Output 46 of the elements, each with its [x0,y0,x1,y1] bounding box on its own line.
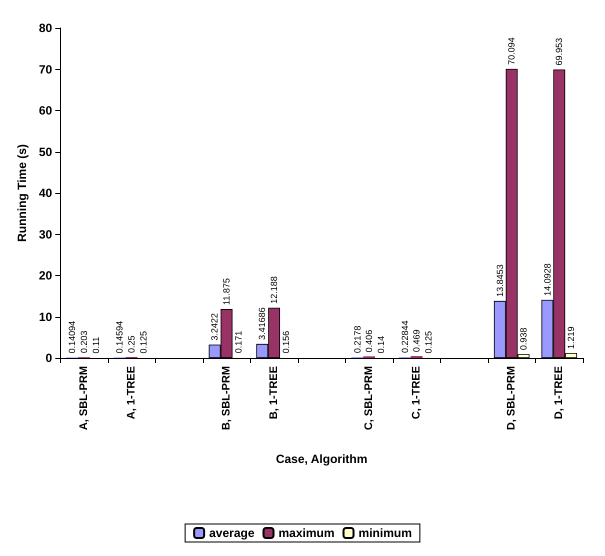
data-label: 0.406 [364,330,374,352]
x-tick-label: D, 1-TREE [553,366,566,420]
data-label: 0.22844 [400,320,410,354]
data-label: 0.171 [233,330,244,354]
data-label: 0.14094 [67,320,78,354]
legend-label: average [209,526,255,540]
data-label: 0.203 [79,330,90,354]
data-label: 12.188 [269,276,280,304]
y-tick-label: 60 [38,104,53,118]
data-label: 0.125 [424,330,434,354]
data-label: 0.14594 [114,320,125,354]
x-tick-label: B, 1-TREE [268,366,280,420]
data-label: 0.2178 [352,326,362,354]
data-label: 0.938 [518,328,529,350]
y-tick-label: 40 [38,186,53,200]
data-label: 3.41686 [257,307,268,340]
data-label: 0.14 [376,336,386,354]
x-tick-label: C, 1-TREE [410,366,423,420]
data-label: 14.0928 [542,263,552,296]
x-tick-label: B, SBL-PRM [220,366,233,430]
data-label: 0.25 [126,335,137,353]
y-tick-label: 80 [38,21,53,35]
data-label: 70.094 [506,37,517,65]
x-tick-label: D, SBL-PRM [506,366,518,430]
data-label: 1.219 [566,326,576,349]
y-tick-label: 30 [38,227,53,242]
y-tick-label: 0 [46,351,53,365]
data-label: 3.2422 [210,313,220,341]
legend-label: maximum [278,526,335,540]
y-tick-label: 70 [38,62,53,76]
data-label: 13.8453 [494,264,505,297]
legend-label: minimum [358,526,412,540]
x-tick-label: A, SBL-PRM [78,366,90,430]
data-label: 11.875 [222,278,232,306]
data-label: 0.469 [412,330,422,352]
data-label: 69.953 [554,38,564,66]
x-tick-label: A, 1-TREE [126,366,138,420]
y-tick-label: 10 [38,310,53,324]
data-label: 0.125 [138,330,148,354]
y-tick-label: 50 [38,144,53,159]
data-label: 0.156 [280,330,291,354]
y-axis-title: Running Time (s) [15,144,29,242]
x-tick-label: C, SBL-PRM [363,366,376,430]
y-tick-label: 20 [38,268,53,282]
data-label: 0.11 [90,336,101,354]
x-axis-title: Case, Algorithm [276,452,368,466]
